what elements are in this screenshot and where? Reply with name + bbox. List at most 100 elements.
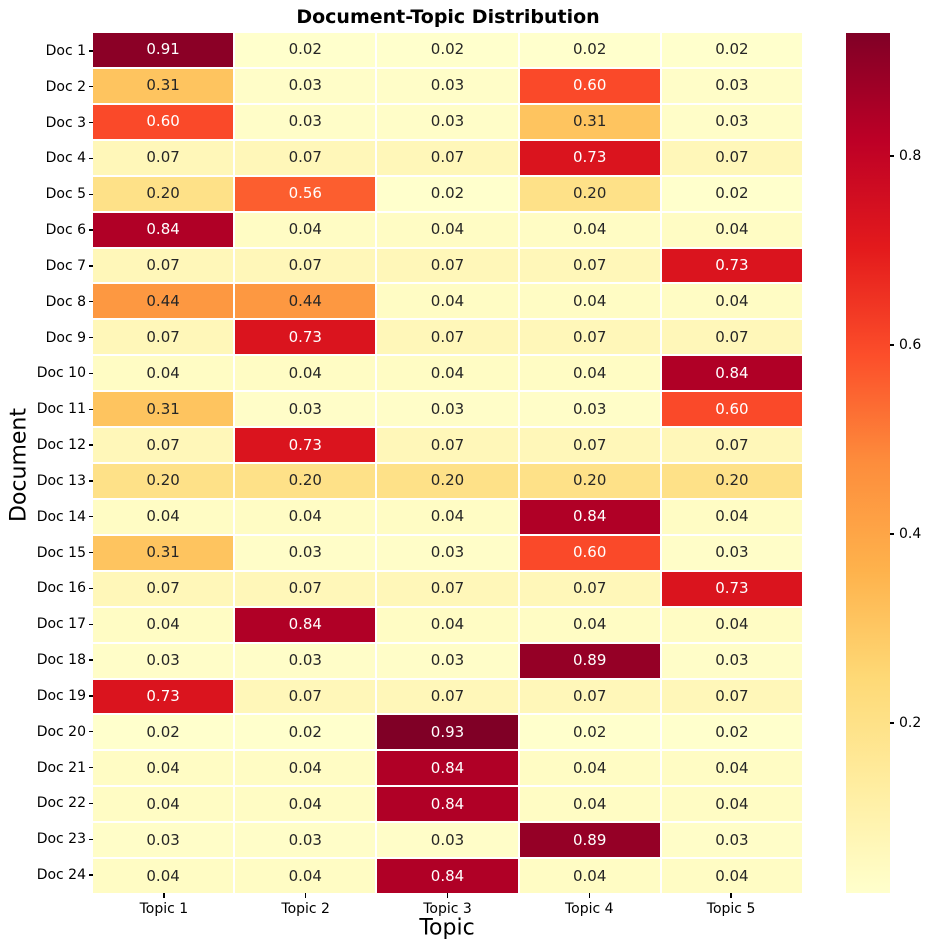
heatmap-cell: 0.03 [377,104,518,139]
y-tick-label: Doc 23 [36,831,86,848]
heatmap-cell: 0.03 [377,823,518,858]
cell-value: 0.04 [288,866,322,885]
cell-value: 0.84 [715,363,749,382]
x-tick-mark [446,893,449,898]
heatmap-cell: 0.04 [661,751,802,786]
heatmap-cell: 0.03 [377,68,518,103]
cell-value: 0.03 [288,399,322,418]
cell-value: 0.02 [430,40,465,59]
y-tick-mark [88,874,93,876]
y-tick-mark [88,444,93,446]
heatmap-cell: 0.31 [93,68,234,103]
heatmap-cell: 0.93 [377,715,518,750]
cell-value: 0.03 [715,543,749,562]
cell-value: 0.07 [146,148,180,167]
heatmap-cell: 0.03 [661,823,802,858]
y-tick-mark [88,50,93,52]
heatmap-cell: 0.73 [235,320,376,355]
heatmap-cell: 0.89 [519,823,660,858]
heatmap-cell: 0.04 [661,284,802,319]
heatmap-cell: 0.04 [235,787,376,822]
colorbar-tick-mark [890,533,894,535]
heatmap-cell: 0.44 [93,284,234,319]
cell-value: 0.04 [146,758,180,777]
heatmap-cell: 0.04 [519,607,660,642]
y-tick-label: Doc 5 [45,186,86,203]
heatmap-cell: 0.02 [519,33,660,67]
cell-value: 0.04 [146,507,180,526]
cell-value: 0.04 [430,363,465,382]
cell-value: 0.04 [288,758,322,777]
colorbar-tick-label: 0.4 [899,525,922,542]
y-tick-label: Doc 17 [36,616,86,633]
heatmap-cell: 0.84 [235,607,376,642]
heatmap-cell: 0.02 [235,715,376,750]
cell-value: 0.03 [146,830,180,849]
cell-value: 0.84 [430,794,465,813]
y-tick-mark [88,838,93,840]
heatmap-cell: 0.07 [661,679,802,714]
heatmap-cell: 0.73 [519,140,660,175]
cell-value: 0.31 [146,399,180,418]
heatmap-cell: 0.04 [519,751,660,786]
heatmap-cell: 0.07 [519,428,660,462]
heatmap-cell: 0.84 [377,751,518,786]
heatmap-cell: 0.07 [235,248,376,283]
cell-value: 0.03 [430,76,465,95]
cell-value: 0.02 [146,722,180,741]
heatmap-cell: 0.07 [235,679,376,714]
cell-value: 0.20 [288,471,322,490]
heatmap-cell: 0.20 [661,464,802,498]
heatmap-cell: 0.07 [93,248,234,283]
heatmap-cell: 0.03 [377,535,518,570]
heatmap-cell: 0.84 [377,787,518,822]
heatmap-cell: 0.07 [377,320,518,355]
heatmap-cell: 0.60 [519,68,660,103]
heatmap-cell: 0.03 [235,68,376,103]
x-tick-mark [305,893,307,898]
cell-value: 0.04 [715,507,749,526]
y-tick-mark [88,229,93,231]
cell-value: 0.04 [572,220,607,239]
heatmap-cell: 0.03 [661,104,802,139]
cell-value: 0.60 [146,112,180,131]
x-tick-label: Topic 1 [139,901,189,917]
heatmap-cell: 0.03 [377,643,518,678]
heatmap-cell: 0.07 [235,140,376,175]
cell-value: 0.07 [572,435,607,454]
cell-value: 0.04 [288,794,322,813]
heatmap-cell: 0.04 [235,499,376,534]
x-tick-mark [588,893,590,898]
y-tick-label: Doc 21 [36,759,86,776]
heatmap-cell: 0.04 [519,859,660,893]
x-tick-mark [730,893,732,898]
heatmap-cell: 0.20 [93,464,234,498]
cell-value: 0.60 [572,76,607,95]
heatmap-cell: 0.04 [377,499,518,534]
y-tick-label: Doc 19 [36,687,86,704]
cell-value: 0.03 [430,830,465,849]
y-tick-label: Doc 15 [36,544,86,561]
cell-value: 0.04 [146,363,180,382]
heatmap-cell: 0.04 [661,859,802,893]
x-tick-label: Topic 4 [565,901,614,917]
y-tick-mark [88,695,93,697]
cell-value: 0.91 [146,40,180,59]
heatmap-cell: 0.84 [519,499,660,534]
cell-value: 0.04 [715,291,749,310]
heatmap-cell: 0.04 [93,787,234,822]
heatmap-cell: 0.04 [93,607,234,642]
cell-value: 0.31 [146,76,180,95]
y-tick-label: Doc 12 [36,437,86,454]
heatmap-cell: 0.03 [93,643,234,678]
cell-value: 0.89 [572,830,607,849]
cell-value: 0.20 [572,184,607,203]
cell-value: 0.03 [288,112,322,131]
heatmap-cell: 0.03 [93,823,234,858]
cell-value: 0.07 [430,686,465,705]
heatmap-cell: 0.31 [93,535,234,570]
cell-value: 0.07 [715,686,749,705]
cell-value: 0.07 [430,148,465,167]
cell-value: 0.04 [146,866,180,885]
heatmap-cell: 0.89 [519,643,660,678]
